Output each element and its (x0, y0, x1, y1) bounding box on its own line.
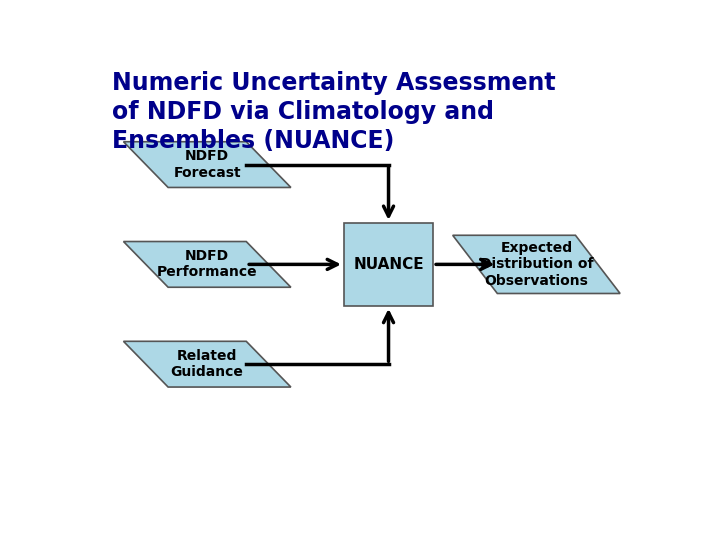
Bar (344, 223, 433, 306)
Polygon shape (124, 341, 291, 387)
Polygon shape (453, 235, 620, 294)
Polygon shape (124, 241, 291, 287)
Text: Related
Guidance: Related Guidance (171, 349, 243, 379)
Text: Expected
Distribution of
Observations: Expected Distribution of Observations (480, 241, 593, 288)
Polygon shape (124, 141, 291, 187)
Text: NDFD
Forecast: NDFD Forecast (174, 150, 241, 180)
Text: NUANCE: NUANCE (354, 257, 424, 272)
Text: NDFD
Performance: NDFD Performance (157, 249, 258, 280)
Text: Numeric Uncertainty Assessment
of NDFD via Climatology and
Ensembles (NUANCE): Numeric Uncertainty Assessment of NDFD v… (112, 71, 556, 152)
